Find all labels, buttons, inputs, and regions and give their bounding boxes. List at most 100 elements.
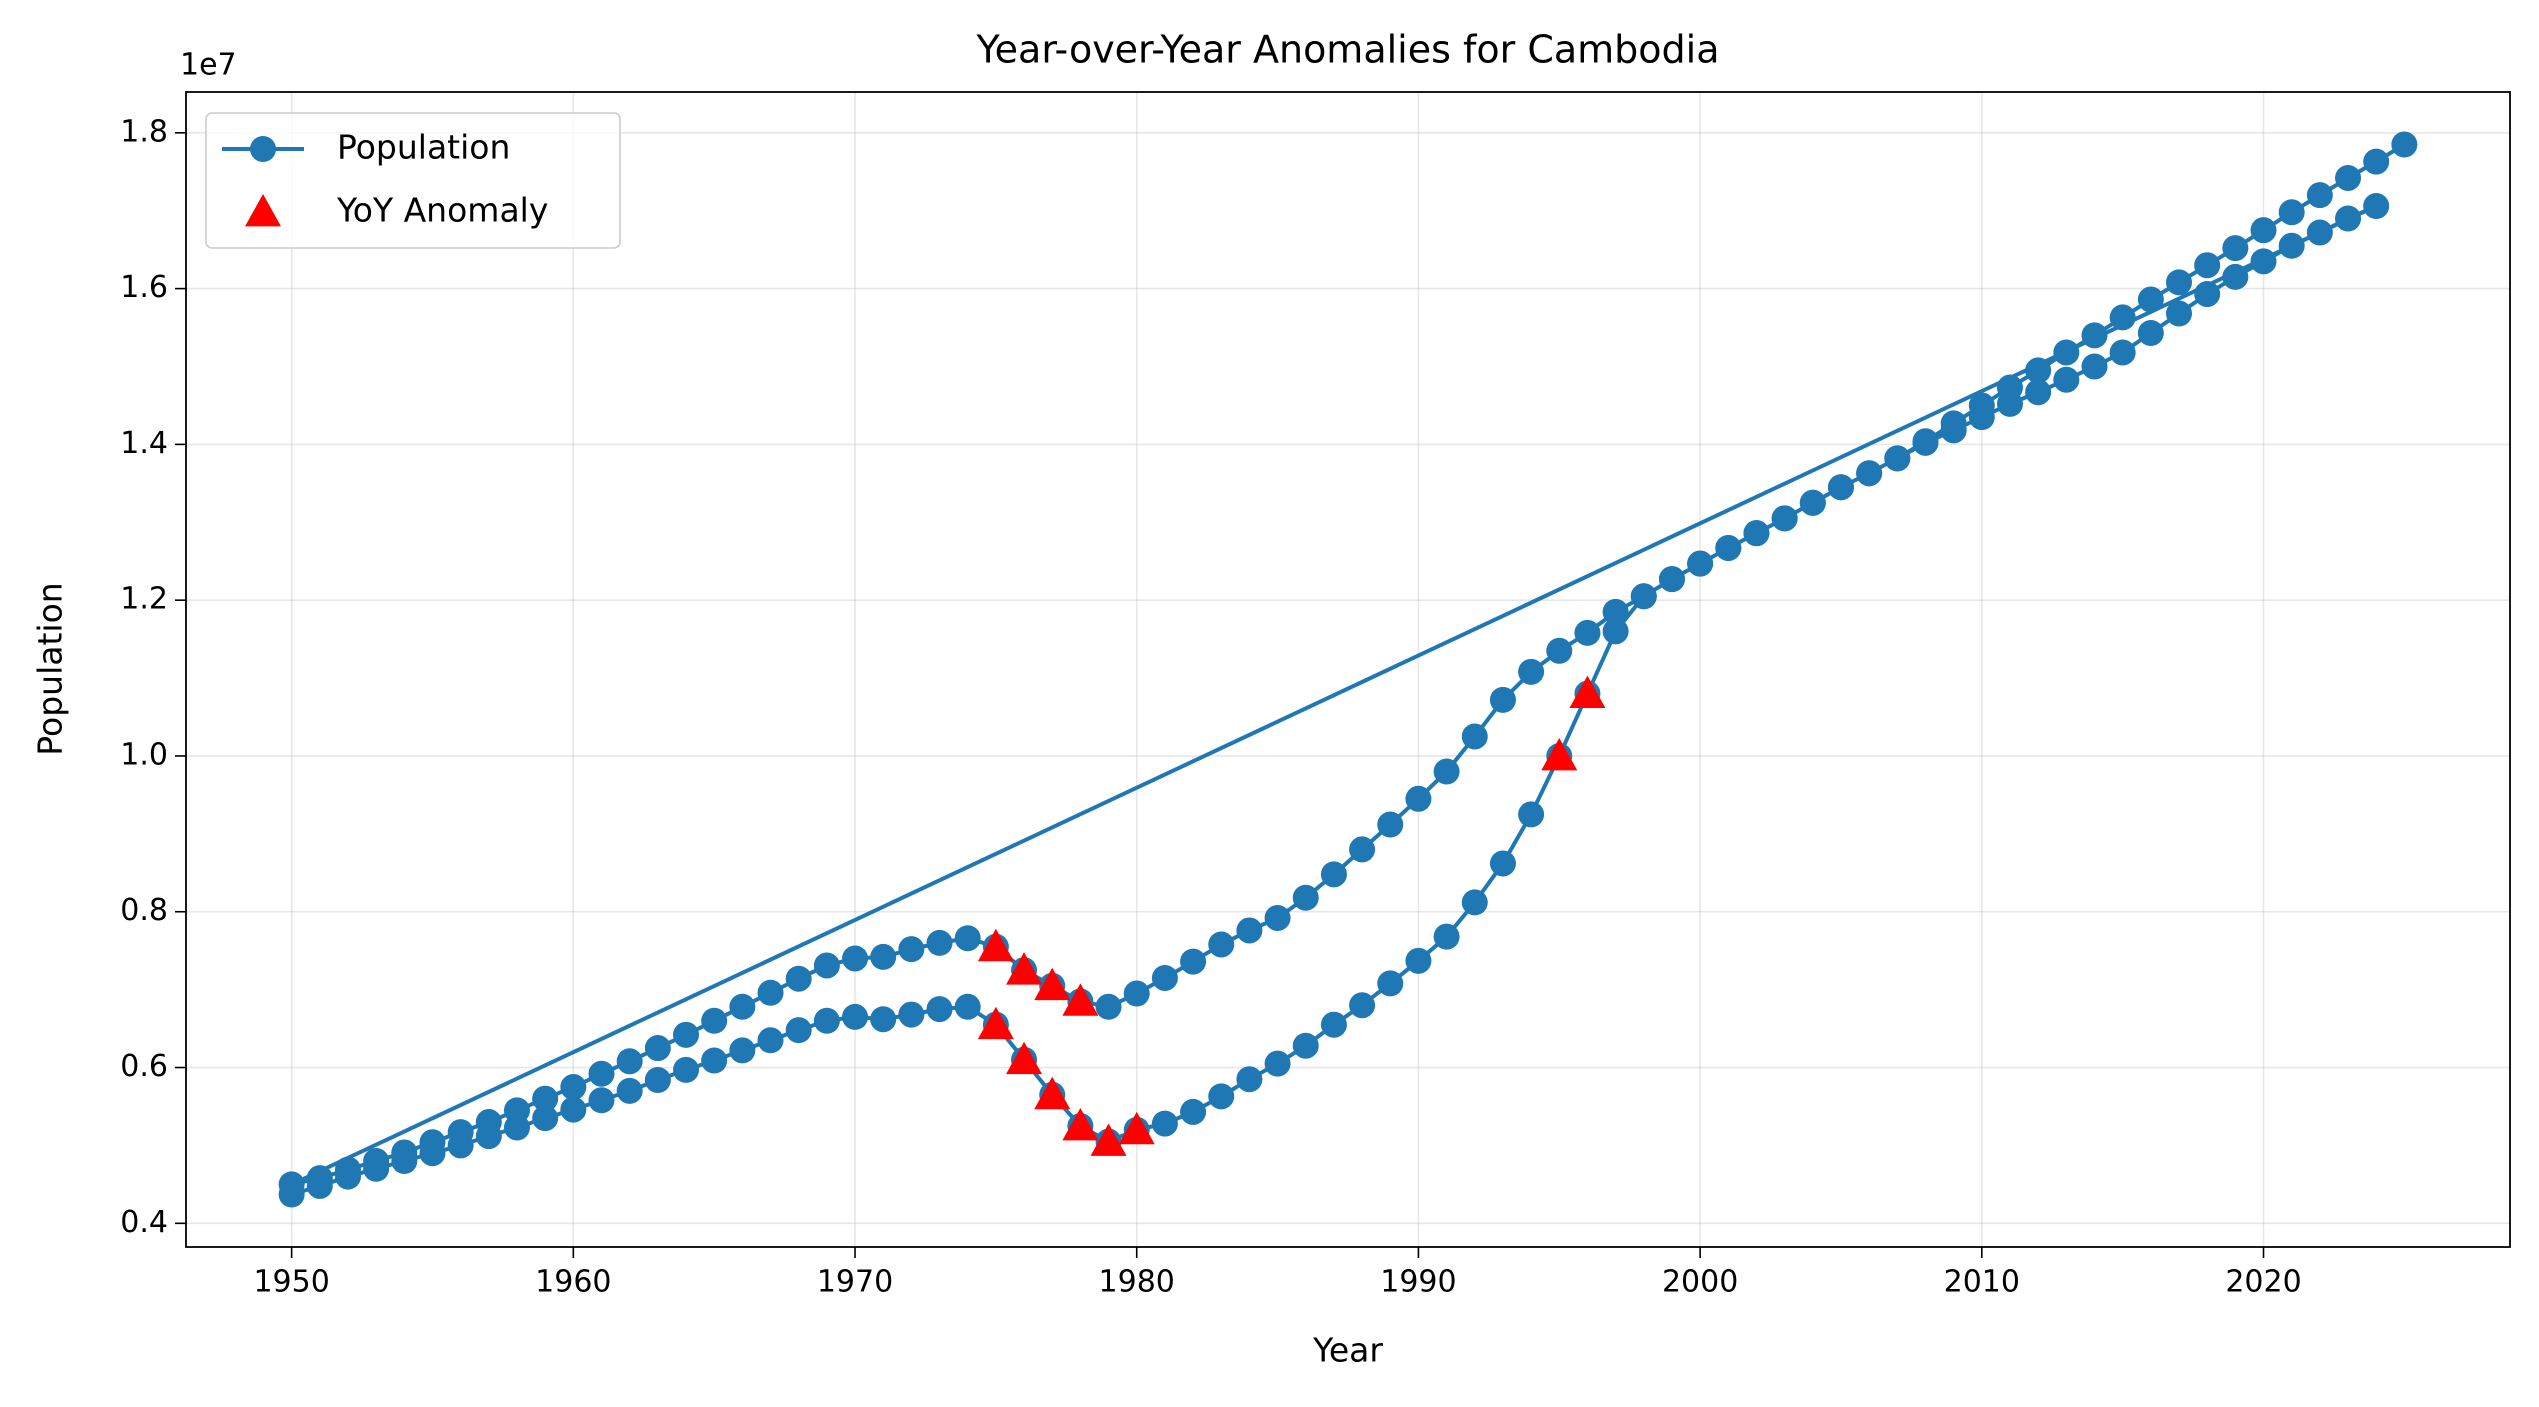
point-marker (1518, 801, 1545, 828)
point-marker (532, 1105, 559, 1132)
point-marker (870, 1006, 897, 1033)
point-marker (1377, 811, 1404, 838)
anomaly-marker (1006, 952, 1043, 985)
point-marker (2166, 269, 2193, 296)
point-marker (2335, 164, 2362, 191)
y-tick-label: 1.4 (120, 426, 168, 461)
point-marker (2053, 339, 2080, 366)
plot-frame (185, 91, 2511, 1248)
point-marker (1856, 460, 1883, 487)
point-marker (306, 1165, 333, 1192)
point-marker (757, 979, 784, 1006)
point-marker (1264, 1050, 1291, 1077)
point-marker (2053, 366, 2080, 393)
point-marker (1912, 428, 1939, 455)
point-marker (2250, 248, 2277, 275)
y-tick-label: 0.6 (120, 1049, 168, 1084)
point-marker (1940, 410, 1967, 437)
point-marker (1208, 931, 1235, 958)
y-offset-label: 1e7 (180, 48, 237, 83)
legend-marker (245, 194, 281, 227)
point-marker (926, 996, 953, 1023)
anomaly-marker (1062, 1107, 1099, 1141)
point-marker (1292, 1032, 1319, 1059)
point-marker (475, 1109, 502, 1136)
point-marker (954, 925, 981, 952)
point-marker (1630, 583, 1657, 610)
legend-label: Population (337, 128, 510, 167)
point-marker (1433, 758, 1460, 785)
point-marker (1518, 658, 1545, 685)
point-marker (2222, 263, 2249, 290)
point-marker (560, 1074, 587, 1101)
anomaly-marker (977, 1006, 1014, 1040)
point-marker (2081, 353, 2108, 380)
point-marker (1461, 889, 1488, 916)
point-marker (1151, 964, 1178, 991)
point-marker (842, 1003, 869, 1030)
point-marker (2137, 286, 2164, 313)
point-marker (2391, 131, 2418, 158)
point-marker (1320, 1011, 1347, 1038)
point-marker (1264, 904, 1291, 931)
point-marker (1827, 474, 1854, 501)
point-marker (1405, 785, 1432, 812)
legend-box (205, 112, 621, 249)
point-marker (870, 943, 897, 970)
point-marker (2306, 219, 2333, 246)
x-axis-label: Year (1312, 1331, 1383, 1370)
y-tick-label: 1.6 (120, 270, 168, 305)
y-tick-label: 0.8 (120, 893, 168, 928)
point-marker (1236, 917, 1263, 944)
point-marker (2363, 193, 2390, 220)
point-marker (898, 1001, 925, 1028)
anomaly-marker (1034, 1076, 1071, 1110)
point-marker (1180, 1098, 1207, 1125)
point-marker (616, 1048, 643, 1075)
point-marker (2363, 148, 2390, 175)
point-marker (813, 952, 840, 979)
point-marker (1433, 923, 1460, 950)
point-marker (447, 1119, 474, 1146)
point-marker (1799, 489, 1826, 516)
point-marker (842, 945, 869, 972)
x-tick-label: 1950 (253, 1265, 329, 1300)
point-marker (1602, 598, 1629, 625)
point-marker (2025, 379, 2052, 406)
point-marker (785, 1017, 812, 1044)
point-marker (1123, 980, 1150, 1007)
point-marker (2025, 357, 2052, 384)
anomaly-marker (1034, 967, 1071, 1001)
point-marker (1687, 550, 1714, 577)
point-marker (1743, 520, 1770, 547)
point-marker (391, 1139, 418, 1166)
point-marker (2194, 281, 2221, 308)
y-tick-label: 1.8 (120, 114, 168, 149)
point-marker (1461, 723, 1488, 750)
chart-title: Year-over-Year Anomalies for Cambodia (976, 28, 1720, 72)
point-marker (616, 1077, 643, 1104)
point-marker (1320, 861, 1347, 888)
point-marker (954, 993, 981, 1020)
point-marker (644, 1066, 671, 1093)
point-marker (1489, 686, 1516, 713)
point-marker (757, 1027, 784, 1054)
point-marker (673, 1056, 700, 1083)
point-marker (813, 1007, 840, 1034)
x-tick-label: 2020 (2225, 1265, 2301, 1300)
x-tick-label: 1990 (1380, 1265, 1456, 1300)
point-marker (1349, 992, 1376, 1019)
point-marker (2109, 304, 2136, 331)
point-marker (1658, 566, 1685, 593)
point-marker (2166, 300, 2193, 327)
point-marker (898, 936, 925, 963)
x-tick-label: 1970 (817, 1265, 893, 1300)
point-marker (560, 1096, 587, 1123)
point-marker (729, 993, 756, 1020)
point-marker (785, 965, 812, 992)
point-marker (1996, 374, 2023, 401)
point-marker (503, 1097, 530, 1124)
point-marker (2222, 235, 2249, 262)
y-tick-label: 1.0 (120, 737, 168, 772)
